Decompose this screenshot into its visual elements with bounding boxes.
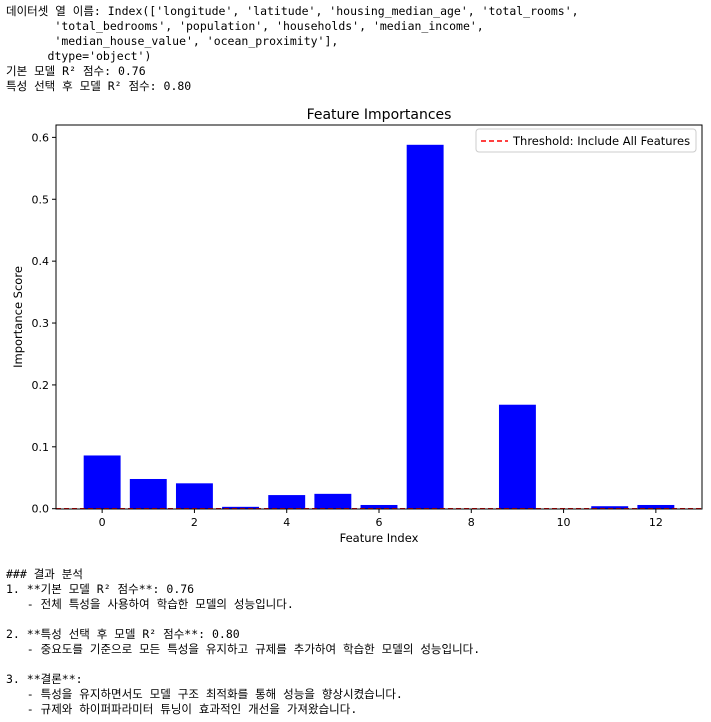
bar-6	[360, 504, 398, 509]
legend-box	[475, 128, 697, 153]
y-tick-label: 0.2	[32, 379, 50, 392]
x-tick-label: 10	[557, 516, 571, 529]
x-tick-label: 2	[191, 516, 198, 529]
bar-2	[175, 483, 213, 509]
bar-11	[591, 506, 629, 509]
bar-9	[498, 404, 536, 509]
y-tick-label: 0.3	[32, 317, 50, 330]
console-top-line-3: dtype='object')	[6, 49, 152, 63]
bars-group	[83, 144, 675, 509]
bar-7	[406, 144, 444, 509]
console-top-line-1: 'total_bedrooms', 'population', 'househo…	[6, 19, 484, 33]
console-output-top: 데이터셋 열 이름: Index(['longitude', 'latitude…	[6, 4, 579, 94]
plot-frame	[55, 124, 703, 510]
console-output-bottom: ### 결과 분석 1. **기본 모델 R² 점수**: 0.76 - 전체 …	[6, 567, 480, 717]
console-top-line-4: 기본 모델 R² 점수: 0.76	[6, 64, 146, 78]
bar-3	[222, 506, 260, 509]
console-top-line-0: 데이터셋 열 이름: Index(['longitude', 'latitude…	[6, 4, 579, 18]
console-bottom-line-5: - 중요도를 기준으로 모든 특성을 유지하고 규제를 추가하여 학습한 모델의…	[6, 642, 481, 656]
legend: Threshold: Include All Features	[475, 128, 697, 153]
y-axis-label: Importance Score	[11, 266, 25, 368]
x-tick-label: 8	[468, 516, 475, 529]
console-bottom-line-8: - 특성을 유지하면서도 모델 구조 최적화를 통해 성능을 향상시켰습니다.	[6, 687, 403, 701]
x-tick-label: 0	[99, 516, 106, 529]
y-tick-label: 0.0	[32, 503, 50, 516]
console-bottom-line-0: ### 결과 분석	[6, 567, 83, 581]
x-tick-label: 4	[283, 516, 290, 529]
console-top-line-5: 특성 선택 후 모델 R² 점수: 0.80	[6, 79, 192, 93]
y-tick-label: 0.6	[32, 131, 50, 144]
console-bottom-line-2: - 전체 특성을 사용하여 학습한 모델의 성능입니다.	[6, 597, 294, 611]
chart-title: Feature Importances	[307, 107, 452, 123]
x-axis-label: Feature Index	[340, 531, 419, 545]
y-tick-label: 0.1	[32, 441, 50, 454]
x-tick-label: 6	[376, 516, 383, 529]
bar-0	[83, 455, 121, 509]
console-bottom-line-9: - 규제와 하이퍼파라미터 튜닝이 효과적인 개선을 가져왔습니다.	[6, 702, 358, 716]
feature-importance-chart: Feature Importances 0 2 4 6 8 10 12 0.00.10.20…	[11, 107, 703, 545]
bar-1	[129, 478, 167, 509]
legend-threshold-label: Threshold: Include All Features	[512, 134, 690, 148]
bar-5	[314, 493, 352, 509]
x-axis-ticks: 0 2 4 6 8 10 12	[99, 509, 663, 529]
bar-4	[268, 495, 306, 509]
y-tick-label: 0.5	[32, 193, 50, 206]
console-bottom-line-1: 1. **기본 모델 R² 점수**: 0.76	[6, 582, 195, 596]
bar-12	[637, 504, 675, 509]
x-tick-label: 12	[649, 516, 663, 529]
console-bottom-line-4: 2. **특성 선택 후 모델 R² 점수**: 0.80	[6, 627, 240, 641]
console-bottom-line-7: 3. **결론**:	[6, 672, 83, 686]
y-axis-ticks: 0.0 0.1 0.2 0.3 0.4 0.5 0.6	[32, 131, 56, 516]
y-tick-label: 0.4	[32, 255, 50, 268]
console-top-line-2: 'median_house_value', 'ocean_proximity']…	[6, 34, 339, 48]
